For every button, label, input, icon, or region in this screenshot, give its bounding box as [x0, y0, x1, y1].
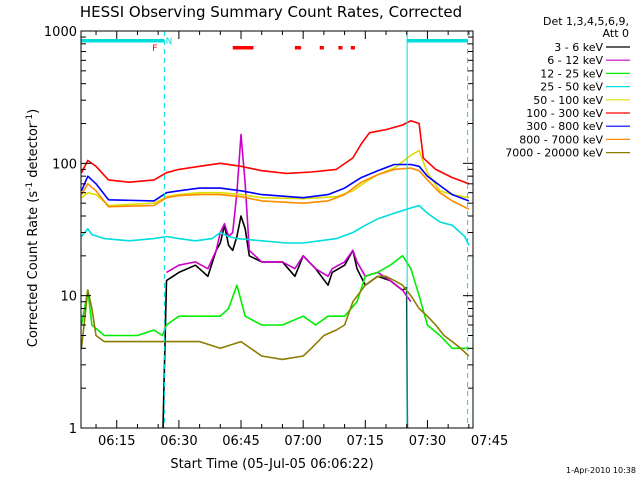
flag-label-F: F [152, 44, 157, 54]
status-bar-N-1 [81, 39, 165, 43]
series-line-2 [166, 133, 412, 303]
y-tick-label: 100 [52, 157, 77, 172]
y-tick-label: 1 [69, 422, 77, 437]
status-bar-F-5 [350, 46, 355, 50]
x-tick-label: 06:45 [222, 434, 259, 449]
x-axis-label: Start Time (05-Jul-05 06:06:22) [170, 457, 373, 472]
x-tick-label: 07:30 [409, 434, 446, 449]
series-group [81, 119, 470, 428]
date-stamp: 1-Apr-2010 10:38 [566, 466, 636, 475]
series-line-7 [81, 163, 470, 202]
legend-label-6: 100 - 300 keV [526, 107, 603, 120]
x-tick-label: 06:15 [98, 434, 135, 449]
legend-label-3: 12 - 25 keV [540, 67, 603, 80]
legend-header-2: Att 0 [603, 27, 629, 40]
legend-label-2: 6 - 12 keV [547, 54, 603, 67]
plot-area: FN 1 10 100 1000 06:15 06:30 06:45 07:00 07:15 07:… [44, 25, 508, 449]
series-line-3 [81, 255, 469, 350]
series-line-1 [162, 215, 409, 428]
y-tick-label: 1000 [44, 25, 77, 40]
legend-label-7: 300 - 800 keV [526, 120, 603, 133]
x-tick-label: 07:00 [284, 434, 321, 449]
x-tick-label: 07:45 [471, 434, 508, 449]
flag-label-N: N [166, 37, 173, 47]
y-label-sup2: -1 [25, 114, 35, 123]
y-label-end: ) [26, 109, 41, 114]
x-tick-label: 06:30 [160, 434, 197, 449]
series-line-8 [81, 167, 470, 210]
chart-title: HESSI Observing Summary Count Rates, Cor… [80, 3, 462, 21]
legend-header-1: Det 1,3,4,5,6,9, [543, 15, 629, 28]
y-label-main: Corrected Count Rate (s [26, 191, 41, 348]
series-line-6 [81, 119, 470, 185]
status-bar-F-3 [319, 46, 324, 50]
plot-frame [80, 30, 474, 429]
status-bar-F-1 [232, 46, 254, 50]
series-line-9 [81, 275, 470, 361]
status-bar-N-2 [407, 39, 468, 43]
y-label-mid: detector [26, 122, 41, 182]
series-line-5 [81, 149, 470, 207]
legend-label-9: 7000 - 20000 keV [505, 147, 603, 160]
legend-label-1: 3 - 6 keV [554, 41, 603, 54]
legend-label-4: 25 - 50 keV [540, 81, 603, 94]
x-tick-label: 07:15 [347, 434, 384, 449]
status-bar-F-2 [294, 46, 302, 50]
y-tick-label: 10 [60, 290, 77, 305]
series-line-4 [81, 204, 470, 246]
status-bar-F-4 [338, 46, 343, 50]
legend-label-5: 50 - 100 keV [533, 94, 603, 107]
y-label-sup1: -1 [25, 182, 35, 191]
y-axis-label: Corrected Count Rate (s-1 detector-1) [25, 109, 41, 347]
legend-label-8: 800 - 7000 keV [519, 133, 603, 146]
